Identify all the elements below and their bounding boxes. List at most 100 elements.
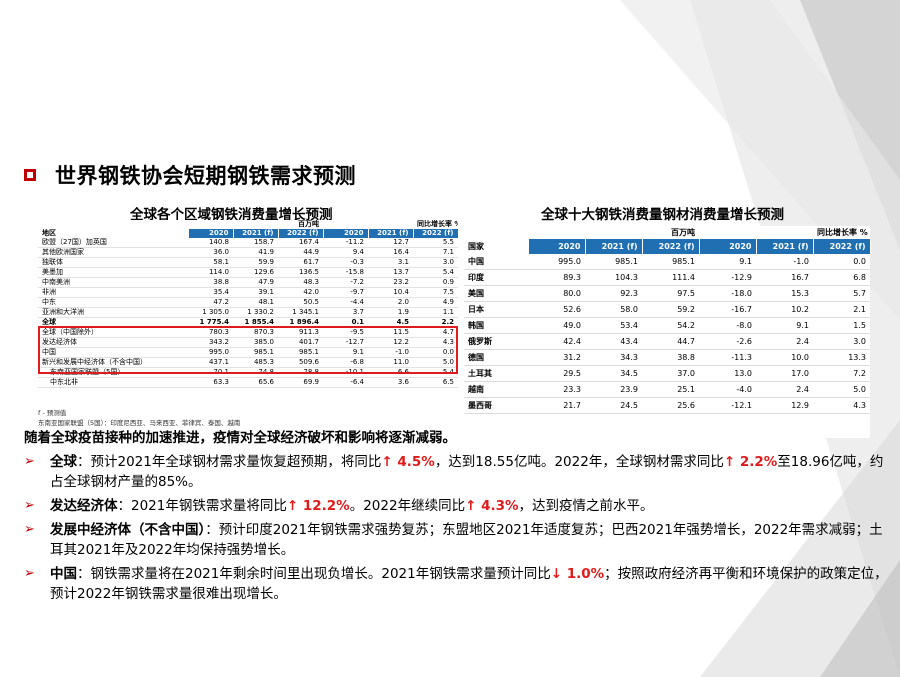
table-cell: 437.1 — [188, 357, 233, 368]
change-value: ↑ 4.3% — [465, 498, 519, 514]
table-cell: 50.5 — [278, 297, 323, 308]
table-cell: 114.0 — [188, 267, 233, 278]
table-cell: 24.5 — [585, 397, 642, 414]
table-row: 其他欧洲国家 36.0 41.9 44.9 9.4 16.4 7.1 — [38, 247, 458, 258]
table-cell: -11.2 — [323, 238, 368, 248]
table-cell: 985.1 — [233, 347, 278, 358]
table-row: 新兴和发展中经济体（不含中国） 437.1 485.3 509.6 -6.8 11.0 5.… — [38, 357, 458, 368]
table-cell: 59.9 — [233, 257, 278, 268]
table-cell: 54.2 — [642, 317, 699, 334]
table-row: 墨西哥 21.7 24.5 25.6 -12.1 12.9 4.3 — [464, 397, 870, 414]
arrow-bullet-icon: ➢ — [24, 566, 35, 581]
table-cell: 7.1 — [413, 247, 458, 258]
column-header: 2020 — [528, 239, 586, 254]
table-cell: 39.1 — [233, 287, 278, 298]
row-label: 欧盟（27国）加英国 — [38, 238, 188, 248]
table-cell: 129.6 — [233, 267, 278, 278]
table-cell: 42.4 — [528, 333, 585, 350]
column-header: 地区 — [38, 229, 189, 238]
row-label: 全球（中国除外） — [38, 327, 188, 338]
row-label: 其他欧洲国家 — [38, 247, 188, 258]
table-cell: 23.2 — [368, 277, 413, 288]
table-cell: -16.7 — [699, 301, 756, 318]
table-cell: -2.6 — [699, 333, 756, 350]
slide-title-block: 世界钢铁协会短期钢铁需求预测 — [24, 160, 356, 190]
column-header: 国家 — [464, 239, 529, 254]
change-value: ↓ 1.0% — [550, 566, 605, 582]
table-cell: 5.5 — [413, 238, 458, 248]
table-cell: 44.7 — [642, 333, 699, 350]
table-cell: -0.3 — [323, 257, 368, 268]
bullet-segment: ：预计印度2021年钢铁需求强势复苏；东盟地区2021年适度复苏；巴西2021年… — [50, 522, 883, 558]
bullet-segment: ，达到疫情之前水平。 — [518, 498, 654, 514]
table-header-row: 国家 2020 2021 (f) 2022 (f) 2020 2021 (f) 2022 (… — [464, 239, 871, 254]
column-header: 2021 (f) — [368, 229, 414, 238]
table-cell: 38.8 — [642, 349, 699, 366]
table-cell: 2.4 — [756, 333, 813, 350]
table-note: f - 预测值 — [38, 409, 67, 417]
bullet-item: ➢ 发展中经济体（不含中国）：预计印度2021年钢铁需求强势复苏；东盟地区2021… — [24, 520, 896, 560]
row-label: 中国 — [464, 254, 528, 270]
table-cell: 911.3 — [278, 327, 323, 338]
bullet-list: ➢ 全球：预计2021年全球钢材需求量恢复超预期，将同比↑ 4.5%，达到18.5… — [24, 452, 896, 604]
table-cell: 17.0 — [756, 365, 813, 382]
bullet-segment: 至18.96亿吨，约占全球钢材产量的85%。 — [50, 454, 884, 490]
table-cell: 13.3 — [813, 349, 870, 366]
row-label: 俄罗斯 — [464, 333, 528, 350]
table-cell: 5.0 — [813, 381, 870, 398]
table-cell: 104.3 — [585, 269, 642, 286]
row-label: 中东北非 — [38, 377, 188, 388]
table-cell: 47.9 — [233, 277, 278, 288]
table-row: 非洲 35.4 39.1 42.0 -9.7 10.4 7.5 — [38, 287, 458, 298]
table-cell: 48.1 — [233, 297, 278, 308]
unit-label-growth: 同比增长率 % — [417, 220, 458, 228]
table-row: 美墨加 114.0 129.6 136.5 -15.8 13.7 5.4 — [38, 267, 458, 278]
table-cell: 31.2 — [528, 349, 585, 366]
change-value: ↑ 12.2% — [286, 498, 350, 514]
table-cell: 12.9 — [756, 397, 813, 414]
table-cell: 10.2 — [756, 301, 813, 318]
table-cell: -18.0 — [699, 285, 756, 302]
table-cell: 36.0 — [188, 247, 233, 258]
bullet-segment: ；按照政府经济再平衡和环境保护的政策定位，预计2022年钢铁需求量很难出现增长。 — [50, 566, 888, 602]
table-cell: 10.4 — [368, 287, 413, 298]
arrow-bullet-icon: ➢ — [24, 498, 35, 513]
table-cell: -1.0 — [756, 254, 813, 270]
row-label: 印度 — [464, 269, 528, 286]
table-cell: 38.8 — [188, 277, 233, 288]
table-cell: -12.9 — [699, 269, 756, 286]
table-cell: 52.6 — [528, 301, 585, 318]
bullet-item: ➢ 中国：钢铁需求量将在2021年剩余时间里出现负增长。2021年钢铁需求量预计同… — [24, 564, 896, 604]
table-cell: 111.4 — [642, 269, 699, 286]
row-label: 越南 — [464, 381, 528, 398]
table-row: 越南 23.3 23.9 25.1 -4.0 2.4 5.0 — [464, 381, 870, 398]
bullet-text: 发达经济体：2021年钢铁需求量将同比↑ 12.2%。2022年继续同比↑ 4.… — [50, 496, 896, 516]
table-cell: 69.9 — [278, 377, 323, 388]
column-header: 2020 — [188, 229, 234, 238]
row-label: 中东 — [38, 297, 188, 308]
bullet-label: 全球 — [50, 454, 77, 470]
bullet-text: 全球：预计2021年全球钢材需求量恢复超预期，将同比↑ 4.5%，达到18.55… — [50, 452, 896, 492]
row-label: 韩国 — [464, 317, 528, 334]
row-label: 独联体 — [38, 257, 188, 268]
square-bullet-icon — [24, 169, 36, 181]
table-cell: 3.7 — [323, 307, 368, 318]
table-cell: 47.2 — [188, 297, 233, 308]
table-cell: 9.1 — [699, 254, 756, 270]
table-row: 发达经济体 343.2 385.0 401.7 -12.7 12.2 4.3 — [38, 337, 458, 348]
table-cell: 4.3 — [813, 397, 870, 414]
row-label: 中南美洲 — [38, 277, 188, 288]
table-cell: 167.4 — [278, 238, 323, 248]
table-cell: 41.9 — [233, 247, 278, 258]
table-cell: 63.3 — [188, 377, 233, 388]
intro-text: 随着全球疫苗接种的加速推进，疫情对全球经济破坏和影响将逐渐减弱。 — [24, 430, 456, 446]
table-cell: 1 330.2 — [233, 307, 278, 318]
table-cell: 13.7 — [368, 267, 413, 278]
row-label: 美墨加 — [38, 267, 188, 278]
table-cell: 870.3 — [233, 327, 278, 338]
table-cell: 3.1 — [368, 257, 413, 268]
table-cell: 58.0 — [585, 301, 642, 318]
table-row: 中国 995.0 985.1 985.1 9.1 -1.0 0.0 — [38, 347, 458, 358]
unit-label-growth: 同比增长率 % — [817, 228, 868, 237]
column-header: 2022 (f) — [813, 239, 871, 254]
